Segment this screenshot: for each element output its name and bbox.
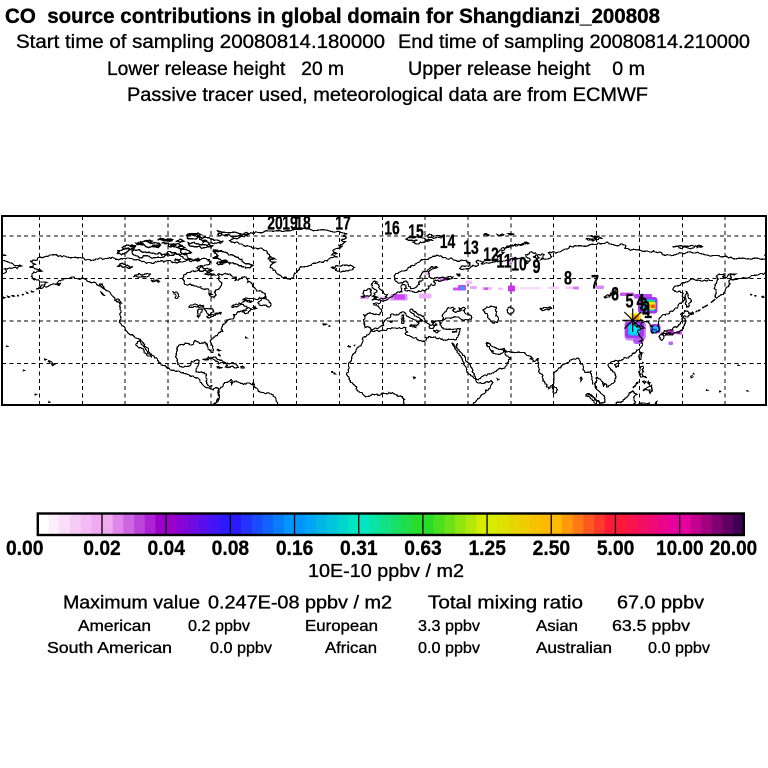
svg-text:3.3 ppbv: 3.3 ppbv: [418, 618, 480, 635]
svg-text:Start time of sampling 2008081: Start time of sampling 20080814.180000: [16, 32, 385, 53]
svg-text:Australian: Australian: [536, 640, 612, 657]
svg-text:19: 19: [282, 212, 298, 234]
svg-text:0.0 ppbv: 0.0 ppbv: [210, 640, 272, 657]
svg-text:0.247E-08 ppbv / m2: 0.247E-08 ppbv / m2: [208, 593, 392, 613]
svg-text:South American: South American: [47, 640, 172, 657]
svg-text:CO source contributions in gl: CO source contributions in global domain…: [5, 5, 660, 28]
svg-text:2: 2: [642, 298, 650, 320]
svg-text:0.04: 0.04: [147, 537, 185, 560]
svg-text:0.31: 0.31: [340, 537, 378, 560]
svg-text:1.25: 1.25: [468, 537, 506, 560]
svg-text:0.02: 0.02: [83, 537, 121, 560]
svg-text:1: 1: [644, 301, 652, 323]
svg-text:10E-10 ppbv / m2: 10E-10 ppbv / m2: [308, 561, 464, 581]
svg-text:12: 12: [483, 244, 499, 266]
svg-text:Maximum value: Maximum value: [63, 593, 200, 613]
svg-text:0.00: 0.00: [6, 537, 44, 560]
svg-text:0.0 ppbv: 0.0 ppbv: [648, 640, 710, 657]
svg-text:18: 18: [295, 212, 311, 234]
svg-text:0.0 ppbv: 0.0 ppbv: [418, 640, 480, 657]
svg-text:Asian: Asian: [536, 618, 578, 635]
svg-text:6: 6: [611, 283, 619, 305]
svg-text:0.2 ppbv: 0.2 ppbv: [188, 618, 250, 635]
svg-text:9: 9: [533, 256, 541, 278]
svg-text:4: 4: [637, 291, 645, 313]
svg-text:20: 20: [267, 212, 283, 234]
svg-text:67.0 ppbv: 67.0 ppbv: [617, 593, 704, 613]
svg-text:7: 7: [591, 272, 599, 294]
svg-text:American: American: [78, 618, 151, 635]
svg-text:20.00: 20.00: [710, 537, 758, 560]
svg-text:Total mixing ratio: Total mixing ratio: [428, 593, 583, 613]
svg-text:2.50: 2.50: [533, 537, 571, 560]
svg-text:10.00: 10.00: [656, 537, 704, 560]
svg-text:0.08: 0.08: [212, 537, 250, 560]
svg-text:14: 14: [440, 231, 456, 253]
svg-text:Lower release height 20 m: Lower release height 20 m: [107, 59, 344, 80]
svg-text:11: 11: [496, 251, 512, 273]
svg-text:African: African: [325, 640, 377, 657]
svg-text:3: 3: [640, 294, 648, 316]
svg-text:13: 13: [463, 237, 479, 259]
svg-text:5: 5: [626, 291, 634, 313]
svg-text:63.5 ppbv: 63.5 ppbv: [612, 618, 690, 635]
svg-text:Passive tracer used, meteorolo: Passive tracer used, meteorological data…: [127, 85, 648, 106]
svg-text:10: 10: [511, 254, 527, 276]
svg-text:0.16: 0.16: [276, 537, 314, 560]
svg-text:8: 8: [564, 268, 572, 290]
svg-text:0.63: 0.63: [404, 537, 442, 560]
svg-text:5.00: 5.00: [597, 537, 635, 560]
svg-text:16: 16: [384, 217, 400, 239]
svg-text:15: 15: [408, 221, 424, 243]
svg-text:17: 17: [335, 212, 351, 234]
svg-text:Upper release height 0 m: Upper release height 0 m: [408, 59, 645, 80]
svg-text:European: European: [305, 618, 378, 635]
svg-text:End time of sampling 20080814.: End time of sampling 20080814.210000: [398, 32, 750, 53]
